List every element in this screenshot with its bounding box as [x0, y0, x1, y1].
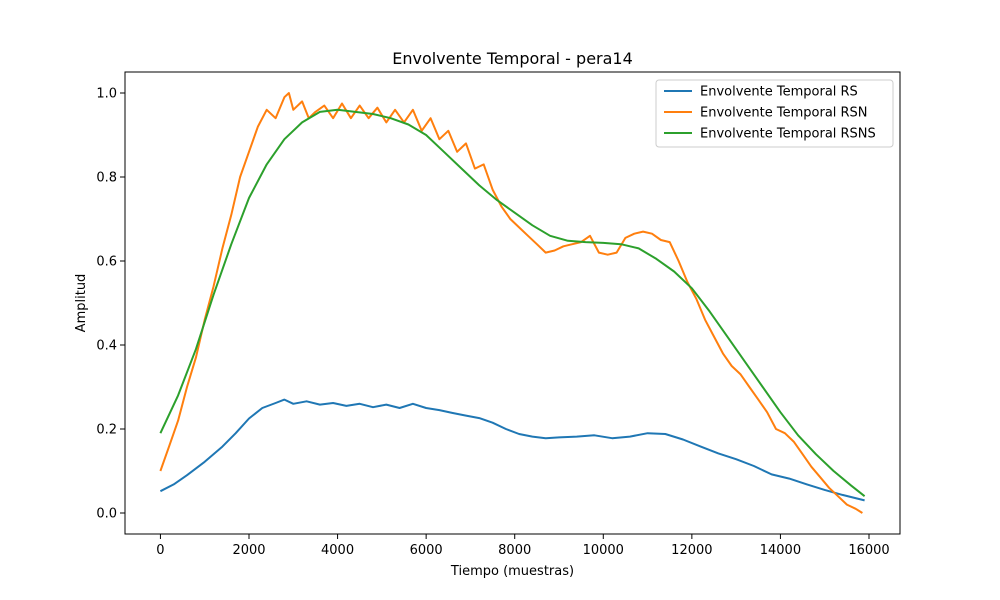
- x-tick-label: 6000: [410, 543, 443, 558]
- x-tick-label: 8000: [498, 543, 531, 558]
- legend-label: Envolvente Temporal RSN: [700, 106, 868, 121]
- legend-label: Envolvente Temporal RS: [700, 85, 858, 100]
- y-axis: 0.0 0.2 0.4 0.6 0.8 1.0: [96, 87, 125, 522]
- legend-label: Envolvente Temporal RSNS: [700, 127, 876, 142]
- x-tick-label: 2000: [232, 543, 265, 558]
- y-axis-label: Amplitud: [74, 274, 89, 333]
- y-tick-label: 0.4: [96, 339, 117, 354]
- x-tick-label: 0: [156, 543, 164, 558]
- x-axis-label: Tiempo (muestras): [450, 564, 574, 579]
- series-line-0: [159, 398, 865, 502]
- legend: Envolvente Temporal RS Envolvente Tempora…: [655, 79, 894, 148]
- x-tick-label: 14000: [760, 543, 801, 558]
- x-tick-label: 4000: [321, 543, 354, 558]
- plot-lines: [159, 92, 866, 514]
- chart-title: Envolvente Temporal - pera14: [392, 49, 633, 68]
- y-tick-label: 0.0: [96, 507, 117, 522]
- y-tick-label: 1.0: [96, 87, 117, 102]
- legend-box: [655, 79, 894, 148]
- axes-frame: [124, 71, 901, 535]
- series-line-1: [159, 92, 863, 514]
- x-tick-label: 12000: [671, 543, 712, 558]
- x-tick-label: 10000: [583, 543, 624, 558]
- series-line-2: [159, 108, 866, 497]
- y-tick-label: 0.2: [96, 423, 117, 438]
- x-tick-label: 16000: [848, 543, 889, 558]
- y-tick-label: 0.6: [96, 255, 117, 270]
- y-tick-label: 0.8: [96, 171, 117, 186]
- x-axis: 0 2000 4000 6000 8000 10000 12000 14000 16000: [156, 534, 890, 558]
